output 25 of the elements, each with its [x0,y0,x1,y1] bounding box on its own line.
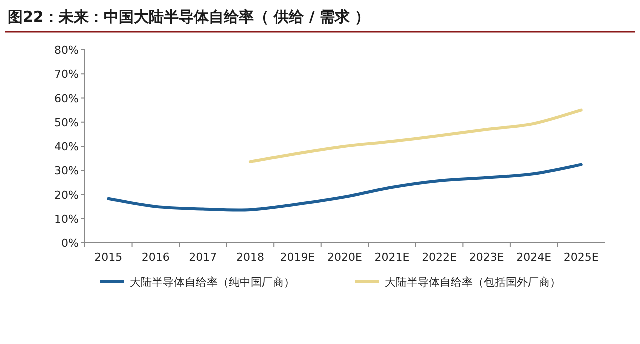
y-tick-label: 70% [54,68,79,82]
line-series [248,108,583,164]
x-tick-label: 2018 [236,251,264,264]
x-tick-label: 2022E [422,251,458,264]
x-tick-label: 2024E [516,251,552,264]
x-tick-label: 2023E [469,251,504,264]
line-series [107,163,583,212]
y-tick-label: 50% [54,116,79,130]
x-tick-label: 2019E [280,251,316,264]
y-tick-label: 0% [62,237,79,250]
y-tick-label: 80% [54,44,79,57]
y-tick-label: 10% [54,212,79,226]
x-tick-label: 2015 [94,251,123,264]
x-tick-label: 2017 [189,251,218,264]
x-tick-label: 2016 [142,251,170,264]
chart-title: 图22：未来：中国大陆半导体自给率（ 供给 / 需求 ） [8,8,370,26]
legend-label: 大陆半导体自给率（包括国外厂商） [385,276,561,289]
x-tick-label: 2020E [328,251,363,264]
y-tick-label: 20% [54,188,79,202]
x-tick-label: 2025E [564,251,599,264]
y-tick-label: 60% [54,92,79,106]
legend-label: 大陆半导体自给率（纯中国厂商） [130,276,295,289]
x-tick-label: 2021E [374,251,410,264]
y-tick-label: 30% [54,164,79,178]
y-tick-label: 40% [54,140,79,154]
